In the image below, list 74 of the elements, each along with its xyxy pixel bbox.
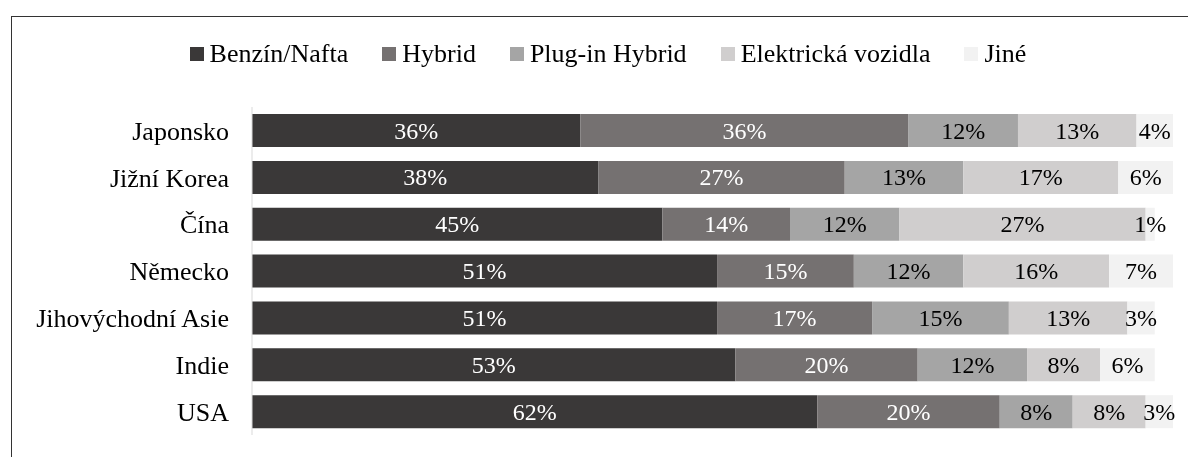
data-label: 27% xyxy=(1000,211,1045,238)
bar xyxy=(853,254,964,288)
y-tick-label: Japonsko xyxy=(132,116,229,146)
data-label: 4% xyxy=(1138,117,1171,144)
data-label: 13% xyxy=(1046,304,1091,331)
data-label: 1% xyxy=(1134,211,1167,238)
data-label: 3% xyxy=(1143,398,1176,425)
bar xyxy=(662,207,791,241)
legend-label: Jiné xyxy=(984,39,1027,69)
bar xyxy=(963,254,1110,288)
data-label: 8% xyxy=(1020,398,1053,425)
data-label: 36% xyxy=(722,117,767,144)
legend-label: Benzín/Nafta xyxy=(209,39,349,69)
bar xyxy=(252,207,663,241)
bar xyxy=(1109,254,1173,288)
data-label: 51% xyxy=(462,258,507,285)
bar xyxy=(252,254,718,288)
data-label: 12% xyxy=(822,211,867,238)
data-label: 17% xyxy=(1018,164,1063,191)
bar xyxy=(598,160,845,194)
data-label: 13% xyxy=(882,164,926,191)
bar xyxy=(790,207,900,241)
bar xyxy=(817,395,1000,429)
bar xyxy=(252,114,581,148)
bar xyxy=(252,348,736,382)
bar xyxy=(735,348,918,382)
bar xyxy=(872,301,1009,335)
data-label: 53% xyxy=(471,351,516,378)
data-label: 6% xyxy=(1129,164,1162,191)
data-label: 12% xyxy=(941,117,986,144)
bar xyxy=(844,160,964,194)
y-tick-label: Jižní Korea xyxy=(109,163,230,193)
legend-label: Plug-in Hybrid xyxy=(529,39,687,69)
bar xyxy=(580,114,909,148)
legend-label: Elektrická vozidla xyxy=(740,39,931,69)
y-tick-label: Čína xyxy=(179,210,230,240)
y-tick-label: Jihovýchodní Asie xyxy=(36,304,229,334)
y-tick-label: USA xyxy=(176,397,230,427)
y-tick-label: Indie xyxy=(175,350,229,380)
bar xyxy=(717,301,873,335)
data-label: 38% xyxy=(403,164,448,191)
bar xyxy=(1008,301,1128,335)
data-label: 15% xyxy=(918,304,963,331)
bar xyxy=(717,254,854,288)
data-label: 27% xyxy=(699,164,744,191)
data-label: 7% xyxy=(1125,258,1158,285)
data-label: 17% xyxy=(772,304,817,331)
bar xyxy=(252,395,818,429)
data-label: 36% xyxy=(394,117,439,144)
y-tick-label: Německo xyxy=(129,257,229,287)
bar xyxy=(917,348,1028,382)
data-label: 20% xyxy=(804,351,849,378)
bar xyxy=(1017,114,1137,148)
bar xyxy=(252,301,718,335)
data-label: 15% xyxy=(763,258,808,285)
data-label: 12% xyxy=(886,258,931,285)
data-label: 3% xyxy=(1125,304,1158,331)
data-label: 45% xyxy=(435,211,480,238)
data-label: 8% xyxy=(1093,398,1126,425)
data-label: 12% xyxy=(950,351,995,378)
data-label: 20% xyxy=(886,398,931,425)
data-label: 62% xyxy=(512,398,557,425)
bar xyxy=(963,160,1119,194)
legend-label: Hybrid xyxy=(402,39,476,69)
data-label: 6% xyxy=(1111,351,1144,378)
data-label: 13% xyxy=(1055,117,1100,144)
bar xyxy=(1027,348,1101,382)
data-label: 51% xyxy=(462,304,507,331)
bar xyxy=(999,395,1073,429)
bar xyxy=(908,114,1018,148)
data-label: 14% xyxy=(704,211,749,238)
data-label: 8% xyxy=(1047,351,1080,378)
bar xyxy=(252,160,599,194)
data-label: 16% xyxy=(1014,258,1059,285)
